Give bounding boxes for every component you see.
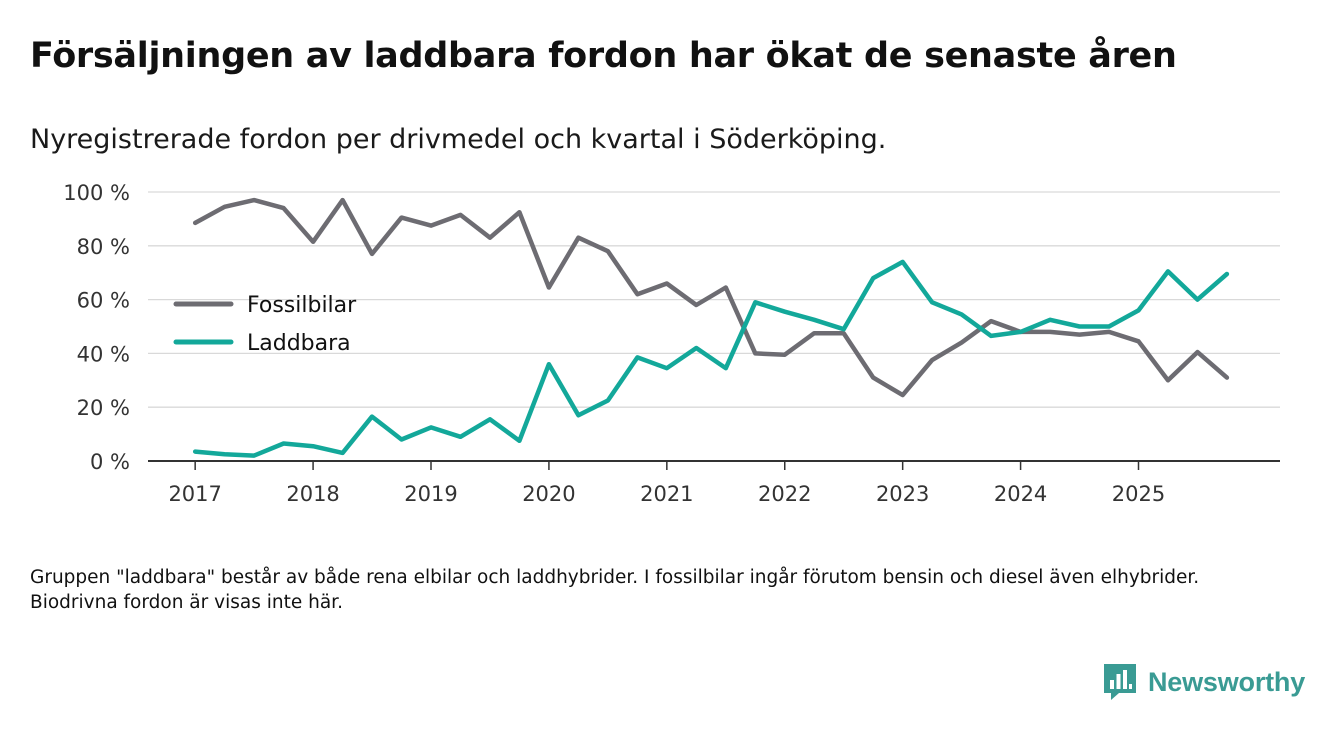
legend-label-laddbara: Laddbara <box>247 331 351 356</box>
y-axis: 0 % 20 % 40 % 60 % 80 % 100 % <box>63 181 130 474</box>
footnote: Gruppen "laddbara" består av både rena e… <box>30 567 1200 613</box>
x-tick-label: 2017 <box>168 482 221 506</box>
x-tick-label: 2018 <box>286 482 339 506</box>
legend-label-fossilbilar: Fossilbilar <box>247 293 357 318</box>
x-tick-label: 2023 <box>876 482 929 506</box>
y-tick-label: 0 % <box>90 450 130 474</box>
x-tick-label: 2022 <box>758 482 811 506</box>
gridlines <box>148 191 1280 408</box>
bar-chart-speech-bubble-icon <box>1104 664 1136 700</box>
line-chart: 0 % 20 % 40 % 60 % 80 % 100 % 2017 2018 2019 202… <box>63 181 1280 506</box>
series-line-laddbara <box>192 259 1230 458</box>
x-tick-label: 2024 <box>994 482 1047 506</box>
chart-subtitle: Nyregistrerade fordon per drivmedel och … <box>30 124 887 155</box>
y-tick-label: 80 % <box>77 235 130 259</box>
x-tick-label: 2020 <box>522 482 575 506</box>
x-tick-label: 2019 <box>404 482 457 506</box>
y-tick-label: 20 % <box>77 396 130 420</box>
y-tick-label: 60 % <box>77 289 130 313</box>
x-tick-label: 2025 <box>1112 482 1165 506</box>
y-tick-label: 40 % <box>77 342 130 366</box>
y-tick-label: 100 % <box>63 181 130 205</box>
legend: Fossilbilar Laddbara <box>173 293 357 356</box>
chart-title: Försäljningen av laddbara fordon har öka… <box>30 36 1177 76</box>
x-axis: 2017 2018 2019 2020 2021 2022 2023 2024 2025 <box>148 460 1280 506</box>
brand-name: Newsworthy <box>1148 666 1306 697</box>
series-line-fossilbilar <box>192 197 1230 398</box>
series-lines <box>192 197 1230 458</box>
x-tick-label: 2021 <box>640 482 693 506</box>
brand-logo: Newsworthy <box>1102 662 1305 702</box>
